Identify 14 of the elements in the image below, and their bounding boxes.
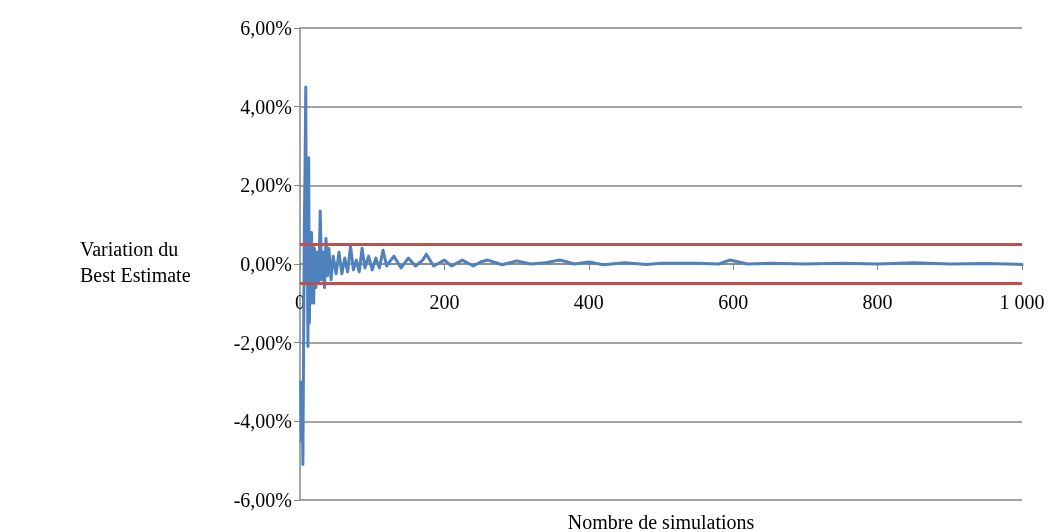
y-tick-label: 2,00% (240, 174, 292, 197)
y-tick-label: 6,00% (240, 17, 292, 39)
y-tick-label: -2,00% (233, 331, 292, 354)
y-axis-title: Variation du Best Estimate (80, 238, 191, 286)
x-tick-label: 1 000 (999, 291, 1045, 313)
x-tick-label: 800 (862, 291, 893, 313)
x-axis-title: Nombre de simulations (567, 511, 755, 532)
x-tick-label: 600 (718, 291, 749, 313)
x-tick-label: 400 (573, 291, 604, 313)
y-tick-label: -6,00% (233, 489, 292, 511)
y-tick-label: -4,00% (233, 410, 292, 433)
y-tick-label: 0,00% (240, 253, 292, 275)
x-tick-label: 200 (429, 291, 460, 313)
y-tick-label: 4,00% (240, 95, 292, 118)
